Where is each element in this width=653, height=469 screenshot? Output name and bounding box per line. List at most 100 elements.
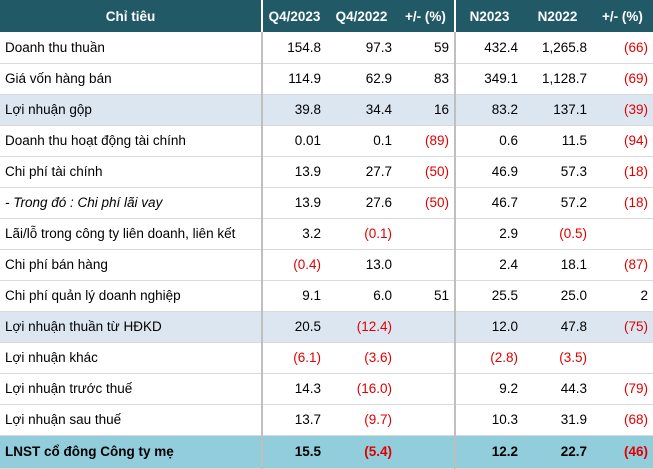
- cell: (87): [592, 249, 653, 281]
- cell: 9.1: [261, 280, 326, 312]
- cell: [592, 218, 653, 250]
- cell: 9.2: [454, 373, 523, 405]
- cell: (68): [592, 404, 653, 436]
- column-header: Q4/2023: [261, 0, 326, 32]
- cell: 18.1: [523, 249, 592, 281]
- cell: (0.4): [261, 249, 326, 281]
- row-label: Lợi nhuận sau thuế: [0, 404, 263, 436]
- row-label: Lãi/lỗ trong công ty liên doanh, liên kế…: [0, 218, 263, 250]
- cell: (18): [592, 187, 653, 219]
- cell: 6.0: [326, 280, 397, 312]
- cell: (12.4): [326, 311, 397, 343]
- table-body: Doanh thu thuần 154.8 97.3 59 432.4 1,265.8 (6…: [0, 32, 653, 469]
- row-label: Lợi nhuận gộp: [0, 94, 263, 126]
- table-row: Chi phí quản lý doanh nghiệp 9.1 6.0 51 25.5…: [0, 280, 653, 312]
- cell: 97.3: [326, 32, 397, 64]
- cell: 46.9: [454, 156, 523, 188]
- row-label: Giá vốn hàng bán: [0, 63, 263, 95]
- column-header: Q4/2022: [326, 0, 397, 32]
- cell: (18): [592, 156, 653, 188]
- cell: 2: [592, 280, 653, 312]
- cell: (5.4): [326, 435, 397, 469]
- cell: 10.3: [454, 404, 523, 436]
- row-label: - Trong đó : Chi phí lãi vay: [0, 187, 263, 219]
- table-row: Lợi nhuận thuần từ HĐKD 20.5 (12.4) 12.0 47.…: [0, 311, 653, 343]
- cell: (69): [592, 63, 653, 95]
- table-row: Chi phí tài chính 13.9 27.7 (50) 46.9 57.3 (18…: [0, 156, 653, 188]
- table-row: Chi phí bán hàng (0.4) 13.0 2.4 18.1 (87): [0, 249, 653, 281]
- cell: (89): [397, 125, 455, 157]
- table-row: Doanh thu hoạt động tài chính 0.01 0.1 (89)…: [0, 125, 653, 157]
- cell: (50): [397, 156, 455, 188]
- row-label: Chi phí quản lý doanh nghiệp: [0, 280, 263, 312]
- cell: 13.9: [261, 156, 326, 188]
- cell: 25.0: [523, 280, 592, 312]
- cell: (3.5): [523, 342, 592, 374]
- cell: (94): [592, 125, 653, 157]
- cell: (79): [592, 373, 653, 405]
- row-label: Doanh thu thuần: [0, 32, 263, 64]
- cell: 14.3: [261, 373, 326, 405]
- cell: [397, 342, 455, 374]
- cell: 59: [397, 32, 455, 64]
- cell: 13.0: [326, 249, 397, 281]
- cell: 25.5: [454, 280, 523, 312]
- column-header: +/- (%): [592, 0, 653, 32]
- cell: 57.2: [523, 187, 592, 219]
- cell: 62.9: [326, 63, 397, 95]
- cell: [397, 404, 455, 436]
- cell: 432.4: [454, 32, 523, 64]
- column-header: N2023: [454, 0, 523, 32]
- cell: (46): [592, 435, 653, 469]
- cell: [397, 249, 455, 281]
- cell: (0.1): [326, 218, 397, 250]
- cell: [592, 342, 653, 374]
- cell: 0.6: [454, 125, 523, 157]
- header-row: Chỉ tiêu Q4/2023 Q4/2022 +/- (%) N2023 N2022 +…: [0, 0, 653, 32]
- table-row: Lãi/lỗ trong công ty liên doanh, liên kế…: [0, 218, 653, 250]
- cell: 31.9: [523, 404, 592, 436]
- cell: 2.9: [454, 218, 523, 250]
- table-row: Lợi nhuận gộp 39.8 34.4 16 83.2 137.1 (39): [0, 94, 653, 126]
- table-row: LNST cổ đông Công ty mẹ 15.5 (5.4) 12.2 22.7…: [0, 435, 653, 469]
- cell: 12.0: [454, 311, 523, 343]
- cell: [397, 435, 455, 469]
- cell: 83: [397, 63, 455, 95]
- cell: 13.7: [261, 404, 326, 436]
- cell: (6.1): [261, 342, 326, 374]
- cell: 15.5: [261, 435, 326, 469]
- cell: [397, 311, 455, 343]
- cell: 46.7: [454, 187, 523, 219]
- row-label: Chi phí tài chính: [0, 156, 263, 188]
- row-label: Doanh thu hoạt động tài chính: [0, 125, 263, 157]
- cell: 39.8: [261, 94, 326, 126]
- cell: 349.1: [454, 63, 523, 95]
- cell: 51: [397, 280, 455, 312]
- cell: 57.3: [523, 156, 592, 188]
- cell: 27.7: [326, 156, 397, 188]
- cell: (0.5): [523, 218, 592, 250]
- cell: 3.2: [261, 218, 326, 250]
- table-row: Lợi nhuận trước thuế 14.3 (16.0) 9.2 44.3 (79…: [0, 373, 653, 405]
- cell: 137.1: [523, 94, 592, 126]
- cell: 13.9: [261, 187, 326, 219]
- cell: 83.2: [454, 94, 523, 126]
- cell: 12.2: [454, 435, 523, 469]
- cell: (16.0): [326, 373, 397, 405]
- cell: (50): [397, 187, 455, 219]
- cell: [397, 218, 455, 250]
- cell: 16: [397, 94, 455, 126]
- cell: 11.5: [523, 125, 592, 157]
- row-label: Chi phí bán hàng: [0, 249, 263, 281]
- cell: 154.8: [261, 32, 326, 64]
- cell: 1,265.8: [523, 32, 592, 64]
- table-row: - Trong đó : Chi phí lãi vay 13.9 27.6 (50)…: [0, 187, 653, 219]
- cell: (9.7): [326, 404, 397, 436]
- table-row: Lợi nhuận sau thuế 13.7 (9.7) 10.3 31.9 (68): [0, 404, 653, 436]
- cell: 1,128.7: [523, 63, 592, 95]
- table-row: Doanh thu thuần 154.8 97.3 59 432.4 1,265.8 (6…: [0, 32, 653, 64]
- cell: 20.5: [261, 311, 326, 343]
- cell: 22.7: [523, 435, 592, 469]
